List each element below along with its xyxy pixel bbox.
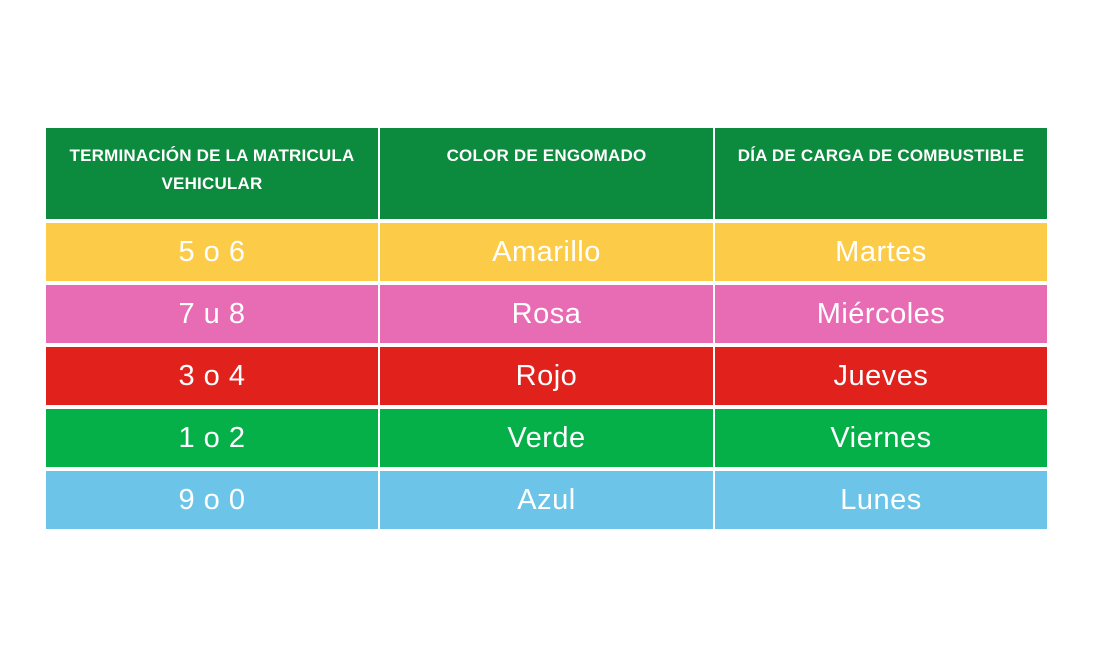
row-4-terminacion: 1 o 2 [46, 409, 378, 467]
row-2-terminacion: 7 u 8 [46, 285, 378, 343]
row-1-color: Amarillo [380, 223, 713, 281]
row-1-terminacion: 5 o 6 [46, 223, 378, 281]
header-dia-carga: DÍA DE CARGA DE COMBUSTIBLE [715, 128, 1047, 219]
row-1-dia: Martes [715, 223, 1047, 281]
fuel-schedule-table: TERMINACIÓN DE LA MATRICULA VEHICULAR CO… [46, 128, 1047, 529]
row-5-color: Azul [380, 471, 713, 529]
row-5-terminacion: 9 o 0 [46, 471, 378, 529]
row-3-terminacion: 3 o 4 [46, 347, 378, 405]
header-terminacion: TERMINACIÓN DE LA MATRICULA VEHICULAR [46, 128, 378, 219]
row-5-dia: Lunes [715, 471, 1047, 529]
row-2-dia: Miércoles [715, 285, 1047, 343]
header-color-engomado: COLOR DE ENGOMADO [380, 128, 713, 219]
row-3-color: Rojo [380, 347, 713, 405]
row-4-dia: Viernes [715, 409, 1047, 467]
row-4-color: Verde [380, 409, 713, 467]
row-2-color: Rosa [380, 285, 713, 343]
row-3-dia: Jueves [715, 347, 1047, 405]
